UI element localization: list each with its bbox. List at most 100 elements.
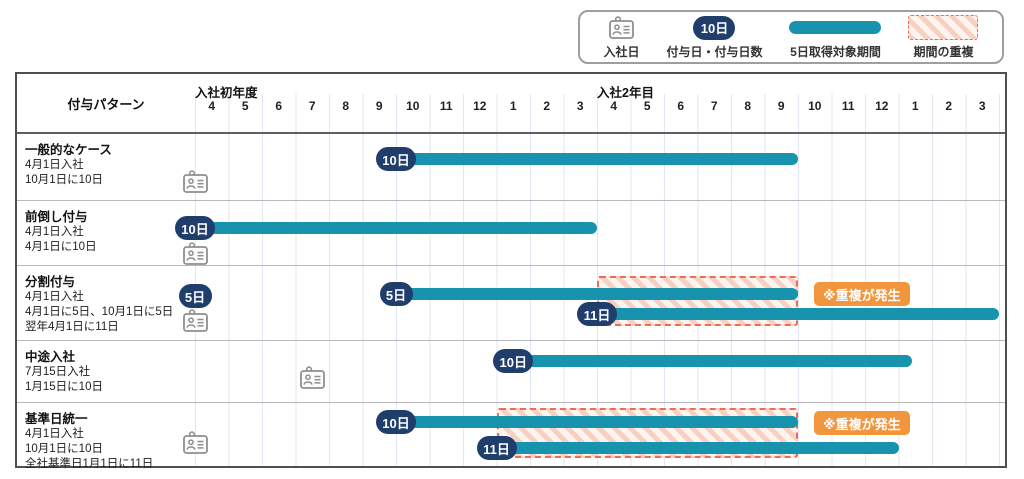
pattern-detail: 10月1日に10日 (25, 443, 103, 455)
pattern-title: 中途入社 (25, 350, 76, 364)
acquisition-period-bar (396, 288, 798, 300)
hire-date-marker (182, 431, 209, 460)
id-card-icon (182, 242, 209, 270)
month-tick: 3 (576, 99, 584, 113)
month-tick: 11 (439, 99, 453, 113)
month-tick: 3 (978, 99, 986, 113)
grant-day-badge: 11日 (476, 436, 517, 460)
month-tick: 12 (875, 99, 889, 113)
acquisition-period-bar (396, 416, 798, 428)
month-tick: 7 (308, 99, 316, 113)
pattern-detail: 翌年4月1日に11日 (25, 321, 119, 333)
id-card-icon (182, 431, 209, 459)
id-card-icon (182, 170, 209, 198)
pattern-timeline: 10日 (195, 341, 1005, 402)
legend-item-overlap: 期間の重複 (908, 15, 979, 60)
month-tick: 4 (610, 99, 618, 113)
pattern-row: 中途入社 7月15日入社 1月15日に10日 10日 (17, 340, 1005, 402)
row-gridlines (195, 134, 1000, 200)
acquisition-period-bar (496, 442, 899, 454)
legend-item-hire-date: 入社日 (603, 15, 640, 60)
grant-day-badge: 5日 (178, 284, 212, 308)
pattern-title: 前倒し付与 (25, 210, 88, 224)
pattern-label: 中途入社 7月15日入社 1月15日に10日 (17, 341, 195, 402)
pattern-row: 前倒し付与 4月1日入社 4月1日に10日 10日 (17, 200, 1005, 265)
pattern-detail: 4月1日に5日、10月1日に5日 (25, 306, 174, 318)
overlap-swatch (908, 15, 979, 40)
pattern-timeline: 10日 (183, 134, 1005, 200)
month-tick: 11 (841, 99, 855, 113)
grant-day-badge: 10日 (175, 216, 215, 240)
month-tick: 10 (808, 99, 822, 113)
table-header: 付与パターン 入社初年度 入社2年目 4 5 6 7 8 9 10 11 12 1 2 3 4 5 6 7 8 9… (17, 74, 1005, 134)
month-tick: 1 (911, 99, 919, 113)
id-card-icon (608, 15, 635, 41)
pattern-detail: 10月1日に10日 (25, 174, 103, 186)
period-bar-sample (789, 21, 882, 34)
pattern-timeline: 10日 (175, 201, 1005, 265)
grant-badge-sample: 10日 (693, 15, 736, 40)
grant-day-badge: 11日 (577, 302, 617, 326)
legend-label-overlap: 期間の重複 (913, 44, 974, 59)
pattern-label: 基準日統一 4月1日入社 10月1日に10日 全社基準日1月1日に11日 (17, 403, 195, 470)
grant-pattern-table: 付与パターン 入社初年度 入社2年目 4 5 6 7 8 9 10 11 12 1 2 3 4 5 6 7 8 9… (15, 72, 1007, 470)
grant-day-badge: 5日 (379, 282, 413, 306)
grant-day-badge: 10日 (493, 349, 534, 373)
month-tick: 10 (406, 99, 420, 113)
pattern-row: 分割付与 4月1日入社 4月1日に5日、10月1日に5日 翌年4月1日に11日 5日 5日… (17, 265, 1005, 340)
month-tick: 4 (208, 99, 216, 113)
column-header-pattern: 付与パターン (67, 96, 145, 112)
month-tick: 8 (744, 99, 752, 113)
legend-item-grant-badge: 10日 付与日・付与日数 (666, 15, 763, 60)
table-body: 一般的なケース 4月1日入社 10月1日に10日 10日 前倒し付与 4月1日入社 4月1日… (17, 134, 1005, 470)
pattern-detail: 4月1日入社 (25, 159, 84, 171)
pattern-detail: 1月15日に10日 (25, 381, 103, 393)
hire-date-marker (182, 170, 209, 199)
overlap-warning-label: ※重複が発生 (814, 411, 910, 435)
month-tick-row: 4 5 6 7 8 9 10 11 12 1 2 3 4 5 6 7 8 9 10 11 12 1 2 3 (195, 99, 999, 113)
timeline-header: 入社初年度 入社2年目 4 5 6 7 8 9 10 11 12 1 2 3 4 5 6 7 8 9 10 11 12 1… (195, 74, 1005, 132)
month-tick: 8 (342, 99, 350, 113)
acquisition-period-bar (597, 308, 999, 320)
month-tick: 5 (643, 99, 651, 113)
month-tick: 6 (275, 99, 283, 113)
pattern-detail: 全社基準日1月1日に11日 (25, 458, 154, 470)
grant-day-badge: 10日 (376, 410, 416, 434)
legend-label-grant: 付与日・付与日数 (666, 44, 763, 59)
pattern-detail: 7月15日入社 (25, 366, 91, 378)
pattern-label: 前倒し付与 4月1日入社 4月1日に10日 (17, 201, 195, 265)
grant-day-badge: 10日 (376, 147, 416, 171)
id-card-icon (299, 366, 326, 394)
acquisition-period-bar (195, 222, 597, 234)
hire-date-marker (182, 309, 209, 338)
pattern-detail: 4月1日入社 (25, 291, 84, 303)
month-tick: 5 (241, 99, 249, 113)
pattern-timeline: 5日 5日 11日 ※重複が発生 (178, 266, 1005, 340)
month-tick: 1 (509, 99, 517, 113)
pattern-detail: 4月1日入社 (25, 226, 84, 238)
legend-label-hire-date: 入社日 (603, 44, 640, 59)
pattern-row: 一般的なケース 4月1日入社 10月1日に10日 10日 (17, 134, 1005, 200)
pattern-label: 一般的なケース 4月1日入社 10月1日に10日 (17, 134, 195, 200)
month-tick: 9 (777, 99, 785, 113)
acquisition-period-bar (396, 153, 798, 165)
month-tick: 2 (543, 99, 551, 113)
legend-item-period-bar: 5日取得対象期間 (789, 15, 882, 60)
overlap-warning-label: ※重複が発生 (814, 282, 910, 306)
pattern-title: 基準日統一 (25, 412, 88, 426)
month-tick: 6 (677, 99, 685, 113)
hire-date-marker (182, 242, 209, 271)
year-label-second-year: 入社2年目 (597, 86, 654, 100)
legend: 入社日 10日 付与日・付与日数 5日取得対象期間 期間の重複 (578, 10, 1004, 64)
id-card-icon (182, 309, 209, 337)
pattern-detail: 4月1日に10日 (25, 241, 97, 253)
pattern-title: 分割付与 (25, 275, 76, 289)
pattern-row: 基準日統一 4月1日入社 10月1日に10日 全社基準日1月1日に11日 10日 11日 ※… (17, 402, 1005, 470)
month-tick: 12 (473, 99, 487, 113)
year-label-first-year: 入社初年度 (195, 86, 258, 100)
legend-label-period: 5日取得対象期間 (790, 44, 881, 59)
pattern-title: 一般的なケース (25, 143, 112, 157)
month-tick: 9 (375, 99, 383, 113)
month-tick: 2 (945, 99, 953, 113)
